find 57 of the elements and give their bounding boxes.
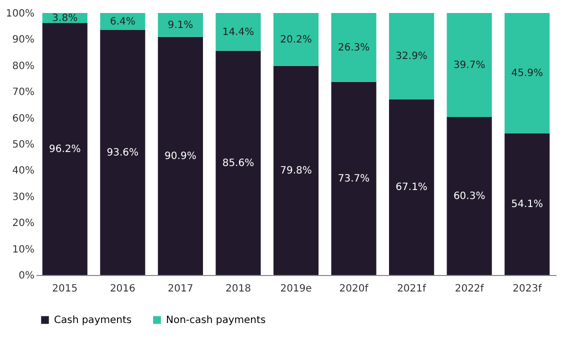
- data-label: 93.6%: [106, 147, 139, 158]
- x-tick-label: 2018: [225, 284, 251, 294]
- y-tick-label: 90%: [12, 34, 34, 46]
- y-tick-label: 70%: [12, 87, 34, 98]
- data-label: 3.8%: [52, 12, 78, 24]
- x-tick-label: 2017: [168, 284, 194, 294]
- data-label: 79.8%: [280, 165, 312, 176]
- x-tick-label: 2015: [52, 284, 78, 294]
- x-tick-label: 2020f: [339, 284, 369, 294]
- y-tick-label: 40%: [12, 166, 34, 177]
- bar: [158, 13, 203, 37]
- data-label: 45.9%: [511, 68, 543, 80]
- bar: [158, 36, 203, 275]
- x-tick-label: 2021f: [397, 284, 427, 294]
- data-label: 20.2%: [280, 34, 312, 46]
- bar: [389, 13, 434, 100]
- data-label: 9.1%: [168, 20, 194, 31]
- legend-label: Non-cash payments: [166, 315, 266, 326]
- data-label: 73.7%: [338, 173, 370, 184]
- data-label: 14.4%: [222, 26, 254, 38]
- bar: [100, 13, 146, 30]
- data-label: 6.4%: [110, 16, 136, 28]
- y-tick-label: 80%: [12, 60, 34, 72]
- bar: [273, 13, 319, 66]
- bar: [446, 13, 492, 118]
- x-tick-label: 2022f: [454, 284, 484, 294]
- bar: [216, 13, 261, 51]
- y-tick-label: 60%: [12, 113, 34, 124]
- bar: [446, 117, 492, 275]
- x-tick-label: 2016: [110, 284, 136, 294]
- data-label: 90.9%: [164, 150, 196, 162]
- bar: [216, 50, 261, 275]
- y-tick-label: 50%: [12, 140, 34, 150]
- bar: [389, 99, 434, 275]
- data-label: 32.9%: [396, 51, 428, 62]
- x-tick-label: 2023f: [512, 284, 542, 294]
- data-label: 85.6%: [222, 158, 254, 169]
- y-tick-label: 100%: [6, 8, 34, 20]
- data-label: 96.2%: [49, 144, 81, 155]
- bar: [331, 13, 376, 82]
- bar: [504, 13, 550, 134]
- bar: [331, 82, 376, 275]
- bar: [273, 66, 319, 275]
- y-tick-label: 0%: [18, 270, 34, 282]
- data-label: 54.1%: [511, 199, 543, 210]
- bar: [504, 133, 550, 275]
- data-label: 67.1%: [396, 182, 428, 194]
- bar: [42, 22, 88, 275]
- data-label: 39.7%: [453, 60, 486, 72]
- y-tick-label: 10%: [12, 244, 34, 256]
- legend-label: Cash payments: [54, 315, 132, 326]
- data-label: 60.3%: [453, 191, 486, 202]
- x-tick-label: 2019e: [280, 284, 312, 294]
- bar: [100, 30, 146, 275]
- y-tick-label: 20%: [12, 218, 34, 230]
- y-tick-label: 30%: [12, 192, 34, 203]
- data-label: 26.3%: [338, 42, 370, 54]
